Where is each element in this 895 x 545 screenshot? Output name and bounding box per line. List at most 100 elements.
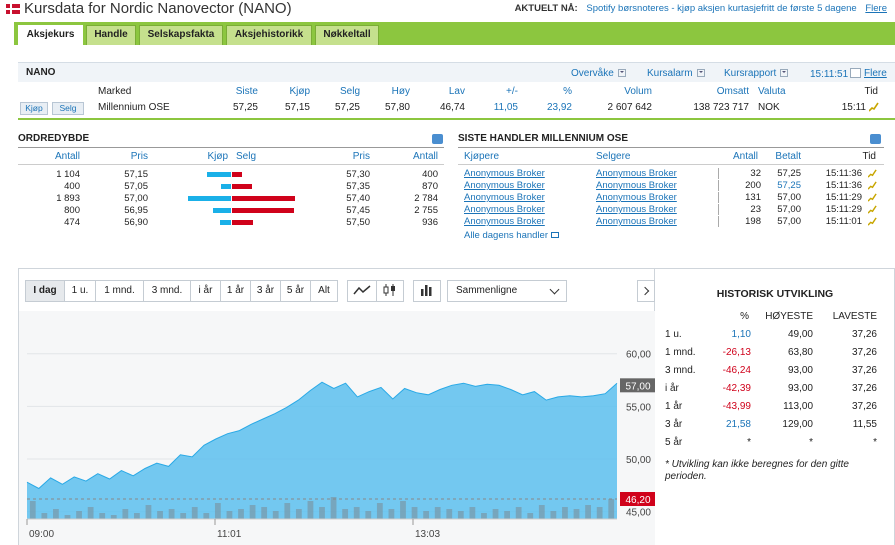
trade-qty: 198 [718,216,761,227]
bid-price: 57,05 [124,181,148,192]
period-5y[interactable]: 5 år [280,280,311,302]
hist-pct: -43,99 [722,401,751,412]
tab-aksjehistorikk[interactable]: Aksjehistorikk [226,25,312,45]
period-ytd[interactable]: i år [190,280,221,302]
seller-link[interactable]: Anonymous Broker [596,168,677,179]
news-more-link[interactable]: Flere [865,3,887,14]
bid-qty: 1 104 [56,169,80,180]
volume-bar [481,513,487,519]
col-ask-qty: Antall [412,151,438,162]
period-3y[interactable]: 3 år [250,280,281,302]
tab-handle[interactable]: Handle [86,25,136,45]
seller-link[interactable]: Anonymous Broker [596,204,677,215]
tab-aksjekurs[interactable]: Aksjekurs [18,25,83,45]
seller-link[interactable]: Anonymous Broker [596,192,677,203]
sparkline-icon[interactable] [869,102,879,112]
candlestick-icon [383,284,395,297]
col-buyers: Kjøpere [464,151,500,162]
hist-high: * [809,437,813,448]
ask-volume-bar [232,184,252,189]
change-value: 11,05 [493,102,518,113]
last-trades: SISTE HANDLER MILLENNIUM OSE Kjøpere Sel… [458,133,884,243]
seller-link[interactable]: Anonymous Broker [596,180,677,191]
news-link[interactable]: Spotify børsnoteres - kjøp aksjen kurtas… [586,3,857,14]
chevron-right-icon[interactable] [637,280,655,302]
bid-volume-bar [188,196,231,201]
divider [18,147,444,148]
volume-bar [99,513,106,519]
buyer-link[interactable]: Anonymous Broker [464,216,545,227]
col-siste: Siste [235,86,258,97]
line-chart-button[interactable] [347,280,377,302]
market-value: Millennium OSE [98,102,170,113]
bid-value: 57,15 [284,102,310,113]
volume-bar [272,511,279,519]
quote-table: NANO Overvåke Kursalarm Kursrapport 15:1… [18,60,895,120]
volume-bar [596,507,603,519]
col-trade-time: Tid [862,151,876,162]
sparkline-icon[interactable] [868,217,877,226]
volume-bar [53,509,59,519]
volume-bar [307,501,314,519]
hist-period: 5 år [665,437,683,448]
volume-bar [122,509,129,519]
sparkline-icon[interactable] [868,181,877,190]
volume-bar [573,509,580,519]
col-hist-high: HØYESTE [765,311,813,322]
bid-qty: 474 [64,217,80,228]
volume-bar [110,515,117,519]
low-value: 46,74 [439,102,465,113]
seller-link[interactable]: Anonymous Broker [596,216,677,227]
refresh-icon[interactable] [432,134,443,144]
price-report-link[interactable]: Kursrapport [724,68,789,79]
period-3m[interactable]: 3 mnd. [143,280,191,302]
col-marked: Marked [98,86,132,97]
volume-bar [180,513,187,519]
all-trades-link[interactable]: Alle dagens handler [464,230,559,241]
page-title: Kursdata for Nordic Nanovector (NANO) [24,0,292,17]
buy-button[interactable]: Kjøp [20,102,48,115]
buyer-link[interactable]: Anonymous Broker [464,192,545,203]
volume-bar [504,511,510,519]
volume-bar [562,507,568,519]
hist-high: 93,00 [787,365,813,376]
volume-bar [527,513,534,519]
quote-more-link[interactable]: Flere [864,68,887,79]
refresh-icon[interactable] [870,134,881,144]
ask-volume-bar [232,208,294,213]
candlestick-button[interactable] [376,280,404,302]
col-ask-price: Pris [352,151,370,162]
watch-link[interactable]: Overvåke [571,68,626,79]
y-tick-label: 60,00 [626,350,651,361]
tab-nokkeltall[interactable]: Nøkkeltall [315,25,379,45]
ask-price: 57,50 [346,217,370,228]
compare-dropdown[interactable]: Sammenligne [447,280,567,302]
volume-button[interactable] [413,280,441,302]
sparkline-icon[interactable] [868,205,877,214]
hist-high: 49,00 [787,329,813,340]
col-sellers: Selgere [596,151,631,162]
last-value: 57,25 [232,102,258,113]
buyer-link[interactable]: Anonymous Broker [464,168,545,179]
tab-selskapsfakta[interactable]: Selskapsfakta [139,25,223,45]
period-1m[interactable]: 1 mnd. [95,280,144,302]
time-value: 15:11 [841,102,866,113]
volume-bar [76,511,82,519]
sparkline-icon[interactable] [868,169,877,178]
period-1y[interactable]: 1 år [220,280,251,302]
volume-bar [41,513,48,519]
price-chart[interactable]: 60,00 55,00 50,00 45,00 57,00 46,20 09:00 11:01… [19,311,656,545]
popout-icon[interactable] [850,68,861,78]
period-today[interactable]: I dag [25,280,65,302]
reference-price-label: 46,20 [625,495,650,506]
sparkline-icon[interactable] [868,193,877,202]
period-all[interactable]: Alt [310,280,338,302]
buyer-link[interactable]: Anonymous Broker [464,204,545,215]
buyer-link[interactable]: Anonymous Broker [464,180,545,191]
y-tick-label: 45,00 [626,508,651,519]
period-1w[interactable]: 1 u. [64,280,96,302]
hist-pct: -26,13 [722,347,751,358]
price-alert-link[interactable]: Kursalarm [647,68,705,79]
sell-button[interactable]: Selg [52,102,84,115]
high-value: 57,80 [384,102,410,113]
